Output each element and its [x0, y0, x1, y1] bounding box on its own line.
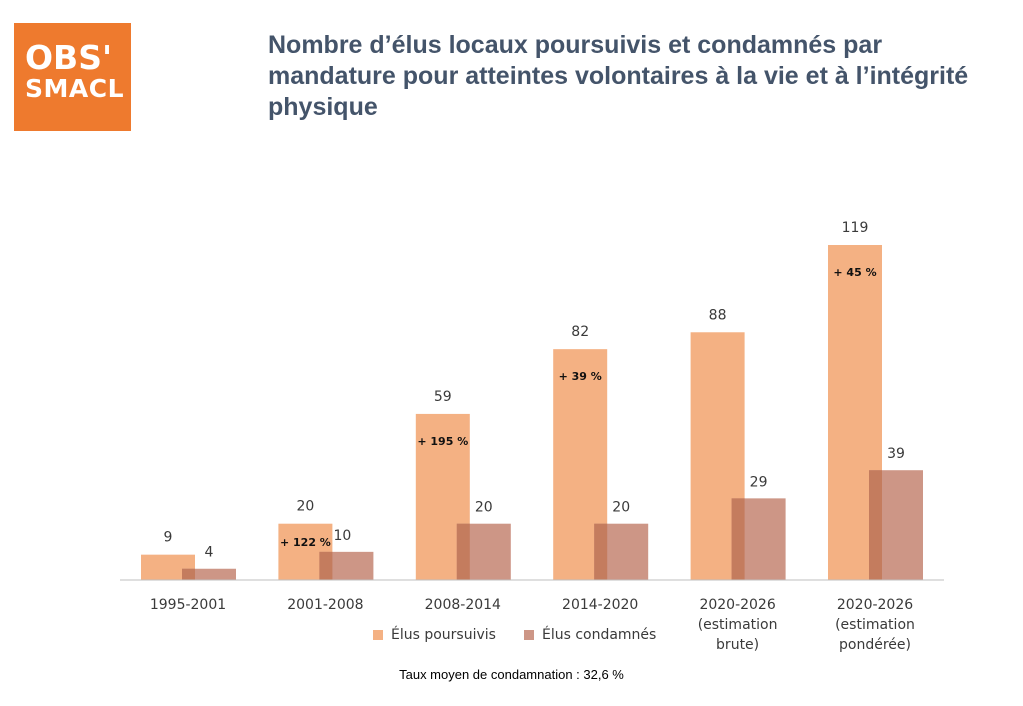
logo-line-2: SMACL	[25, 74, 125, 103]
data-label-condamnes: 4	[205, 545, 214, 561]
bar-condamnes	[182, 568, 236, 580]
obs-smacl-logo: OBS' SMACL	[14, 23, 131, 131]
data-label-condamnes: 20	[475, 500, 493, 516]
bar-overlap	[182, 568, 195, 580]
category-label: 2020-2026	[699, 597, 775, 613]
category-label: 2014-2020	[562, 597, 638, 613]
legend-swatch-poursuivis	[373, 630, 383, 640]
growth-annotation: + 39 %	[559, 370, 602, 383]
category-label: 2001-2008	[287, 597, 363, 613]
data-label-condamnes: 39	[887, 446, 905, 462]
bar-overlap	[594, 523, 608, 580]
data-label-poursuivis: 119	[842, 220, 869, 236]
bar-overlap	[319, 551, 333, 580]
data-label-poursuivis: 9	[164, 530, 173, 546]
legend: Élus poursuivis Élus condamnés	[373, 627, 656, 643]
bar-overlap	[456, 523, 470, 580]
category-label: brute)	[716, 637, 759, 653]
data-label-poursuivis: 88	[709, 307, 727, 323]
footnote: Taux moyen de condamnation : 32,6 %	[399, 667, 624, 682]
chart-title: Nombre d’élus locaux poursuivis et conda…	[268, 31, 969, 121]
data-label-condamnes: 29	[750, 474, 768, 490]
growth-annotation: + 195 %	[417, 435, 468, 448]
category-label: (estimation	[835, 617, 915, 633]
growth-annotation: + 122 %	[280, 536, 331, 549]
data-label-poursuivis: 20	[296, 499, 314, 515]
logo-line-1: OBS'	[25, 38, 113, 77]
data-label-poursuivis: 82	[571, 324, 589, 340]
legend-item-poursuivis: Élus poursuivis	[373, 627, 496, 643]
growth-annotation: + 45 %	[833, 266, 876, 279]
category-label: pondérée)	[839, 637, 911, 653]
bar-overlap	[869, 470, 882, 580]
legend-label-condamnes: Élus condamnés	[541, 627, 657, 643]
legend-label-poursuivis: Élus poursuivis	[391, 627, 496, 643]
bar-overlap	[731, 498, 745, 580]
category-label: (estimation	[698, 617, 778, 633]
data-label-condamnes: 20	[612, 500, 630, 516]
category-label: 1995-2001	[150, 597, 226, 613]
category-label: 2008-2014	[425, 597, 501, 613]
category-label: 2020-2026	[837, 597, 913, 613]
legend-item-condamnes: Élus condamnés	[523, 627, 657, 643]
data-label-condamnes: 10	[333, 528, 351, 544]
legend-swatch-condamnes	[523, 630, 534, 640]
data-label-poursuivis: 59	[434, 389, 452, 405]
